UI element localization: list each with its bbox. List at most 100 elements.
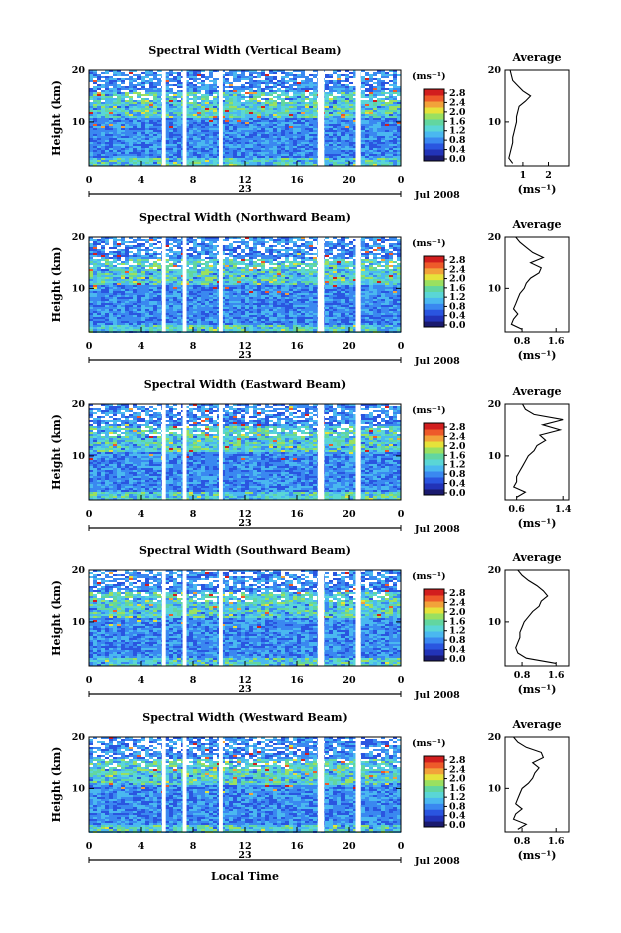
heatmap-cell xyxy=(225,132,229,134)
heatmap-cell xyxy=(133,247,137,249)
heatmap-cell xyxy=(97,152,101,154)
heatmap-cell xyxy=(393,150,397,152)
heatmap-cell xyxy=(289,150,293,152)
heatmap-cell xyxy=(129,132,133,134)
heatmap-cell xyxy=(157,92,161,94)
heatmap-cell xyxy=(137,130,141,132)
heatmap-cell xyxy=(173,122,177,124)
heatmap-cell xyxy=(305,253,309,255)
heatmap-cell xyxy=(349,72,353,74)
heatmap-cell xyxy=(193,132,197,134)
heatmap-cell xyxy=(389,96,393,98)
heatmap-cell xyxy=(237,84,241,86)
heatmap-cell xyxy=(281,148,285,150)
heatmap-cell xyxy=(393,247,397,249)
heatmap-cell xyxy=(393,136,397,138)
heatmap-cell xyxy=(333,92,337,94)
heatmap-cell xyxy=(177,134,181,136)
heatmap-cell xyxy=(105,86,109,88)
heatmap-cell xyxy=(257,146,261,148)
heatmap-cell xyxy=(289,247,293,249)
heatmap-cell xyxy=(293,152,297,154)
heatmap-cell xyxy=(109,259,113,261)
heatmap-cell xyxy=(145,261,149,263)
heatmap-cell xyxy=(397,251,401,253)
heatmap-cell xyxy=(273,84,277,86)
heatmap-cell xyxy=(149,245,153,247)
heatmap-cell xyxy=(133,120,137,122)
heatmap-cell xyxy=(229,142,233,144)
heatmap-cell xyxy=(277,94,281,96)
heatmap-cell xyxy=(297,134,301,136)
heatmap-cell xyxy=(293,116,297,118)
heatmap-cell xyxy=(153,126,157,128)
heatmap-cell xyxy=(341,108,345,110)
heatmap-cell xyxy=(385,265,389,267)
heatmap-cell xyxy=(369,241,373,243)
heatmap-cell xyxy=(249,72,253,74)
heatmap-cell xyxy=(97,158,101,160)
heatmap-cell xyxy=(97,148,101,150)
heatmap-cell xyxy=(113,243,117,245)
heatmap-cell xyxy=(225,140,229,142)
heatmap-cell xyxy=(209,76,213,78)
heatmap-cell xyxy=(289,128,293,130)
heatmap-cell xyxy=(137,261,141,263)
heatmap-cell xyxy=(285,148,289,150)
heatmap-cell xyxy=(145,72,149,74)
heatmap-cell xyxy=(177,110,181,112)
heatmap-cell xyxy=(257,100,261,102)
heatmap-cell xyxy=(141,112,145,114)
heatmap-cell xyxy=(129,130,133,132)
heatmap-cell xyxy=(149,263,153,265)
heatmap-cell xyxy=(305,76,309,78)
heatmap-cell xyxy=(301,88,305,90)
heatmap-cell xyxy=(233,134,237,136)
heatmap-cell xyxy=(121,76,125,78)
heatmap-cell xyxy=(89,104,93,106)
heatmap-cell xyxy=(349,245,353,247)
heatmap-cell xyxy=(93,148,97,150)
heatmap-cell xyxy=(169,247,173,249)
heatmap-cell xyxy=(305,124,309,126)
heatmap-cell xyxy=(229,146,233,148)
heatmap-cell xyxy=(193,146,197,148)
heatmap-cell xyxy=(205,102,209,104)
heatmap-cell xyxy=(329,154,333,156)
heatmap-cell xyxy=(233,154,237,156)
heatmap-cell xyxy=(225,116,229,118)
heatmap-cell xyxy=(225,263,229,265)
heatmap-cell xyxy=(97,245,101,247)
heatmap-cell xyxy=(169,255,173,257)
heatmap-cell xyxy=(325,261,329,263)
heatmap-cell xyxy=(305,120,309,122)
heatmap-cell xyxy=(109,124,113,126)
heatmap-cell xyxy=(121,84,125,86)
heatmap-cell xyxy=(373,146,377,148)
heatmap-cell xyxy=(393,84,397,86)
heatmap-cell xyxy=(141,243,145,245)
heatmap-cell xyxy=(125,76,129,78)
heatmap-cell xyxy=(153,261,157,263)
heatmap-cell xyxy=(169,162,173,164)
heatmap-cell xyxy=(109,86,113,88)
heatmap-cell xyxy=(145,104,149,106)
heatmap-cell xyxy=(173,96,177,98)
heatmap-cell xyxy=(269,86,273,88)
heatmap-cell xyxy=(381,152,385,154)
heatmap-cell xyxy=(229,249,233,251)
heatmap-cell xyxy=(197,124,201,126)
heatmap-cell xyxy=(241,156,245,158)
heatmap-cell xyxy=(109,82,113,84)
heatmap-cell xyxy=(381,265,385,267)
heatmap-cell xyxy=(281,130,285,132)
heatmap-cell xyxy=(213,106,217,108)
heatmap-cell xyxy=(93,263,97,265)
heatmap-cell xyxy=(189,150,193,152)
heatmap-cell xyxy=(341,152,345,154)
heatmap-cell xyxy=(89,86,93,88)
heatmap-cell xyxy=(297,148,301,150)
heatmap-cell xyxy=(225,124,229,126)
heatmap-cell xyxy=(269,110,273,112)
heatmap-cell xyxy=(289,104,293,106)
